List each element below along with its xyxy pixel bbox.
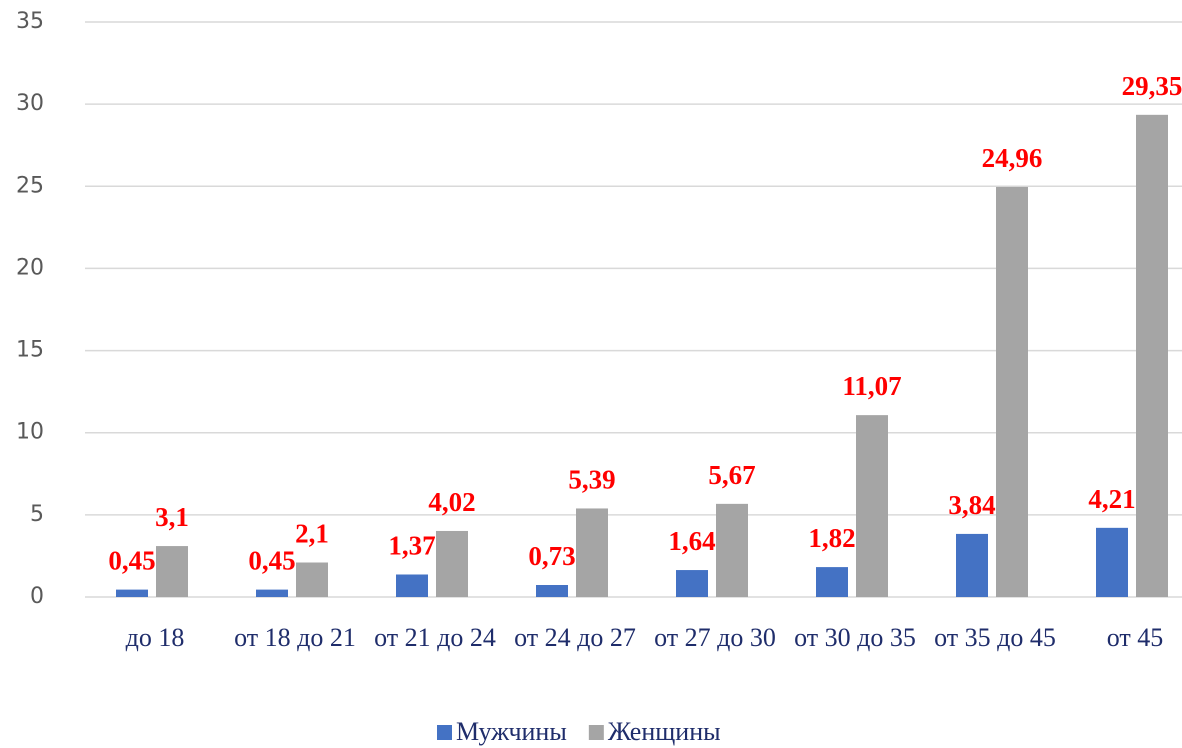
value-label: 29,35 xyxy=(1122,71,1182,101)
value-label: 0,73 xyxy=(528,541,575,571)
y-tick-label: 10 xyxy=(16,420,44,445)
bar xyxy=(996,186,1028,597)
bar xyxy=(296,562,328,597)
y-tick-label: 0 xyxy=(30,584,44,609)
x-tick-label: от 21 до 24 xyxy=(374,623,496,652)
bar xyxy=(576,508,608,597)
y-tick-label: 30 xyxy=(16,91,44,116)
value-label: 0,45 xyxy=(248,546,295,576)
bar xyxy=(156,546,188,597)
bar xyxy=(676,570,708,597)
bar xyxy=(816,567,848,597)
x-tick-label: от 24 до 27 xyxy=(514,623,636,652)
x-tick-label: от 27 до 30 xyxy=(654,623,776,652)
x-tick-label: от 30 до 35 xyxy=(794,623,916,652)
value-label: 24,96 xyxy=(982,143,1043,173)
y-tick-label: 35 xyxy=(16,9,44,34)
y-tick-label: 15 xyxy=(16,338,44,363)
bar xyxy=(956,533,988,597)
x-tick-label: до 18 xyxy=(125,623,185,652)
bar xyxy=(1136,114,1168,598)
legend-swatch xyxy=(437,725,452,740)
legend-swatch xyxy=(588,725,604,740)
value-label: 1,37 xyxy=(388,530,435,560)
value-label: 4,02 xyxy=(428,487,475,517)
bar xyxy=(396,574,428,597)
bar xyxy=(856,415,888,597)
value-label: 4,21 xyxy=(1088,484,1135,514)
value-label: 3,84 xyxy=(948,490,995,520)
legend-label: Женщины xyxy=(608,717,721,746)
value-label: 1,64 xyxy=(668,526,715,556)
bar xyxy=(716,503,748,597)
bar xyxy=(536,585,568,597)
x-tick-label: от 35 до 45 xyxy=(934,623,1056,652)
value-label: 0,45 xyxy=(108,546,155,576)
x-tick-label: от 45 xyxy=(1106,623,1164,652)
value-label: 3,1 xyxy=(155,502,189,532)
y-tick-label: 5 xyxy=(30,502,44,527)
value-label: 11,07 xyxy=(842,371,901,401)
bar xyxy=(116,589,148,597)
bar xyxy=(436,530,468,597)
x-tick-label: от 18 до 21 xyxy=(234,623,356,652)
value-label: 5,67 xyxy=(708,460,755,490)
value-label: 1,82 xyxy=(808,523,855,553)
value-label: 2,1 xyxy=(295,519,329,549)
legend-label: Мужчины xyxy=(456,717,567,746)
y-tick-label: 20 xyxy=(16,255,44,280)
bar xyxy=(1096,527,1128,597)
bar xyxy=(256,589,288,597)
value-label: 5,39 xyxy=(568,464,615,494)
y-tick-label: 25 xyxy=(16,173,44,198)
